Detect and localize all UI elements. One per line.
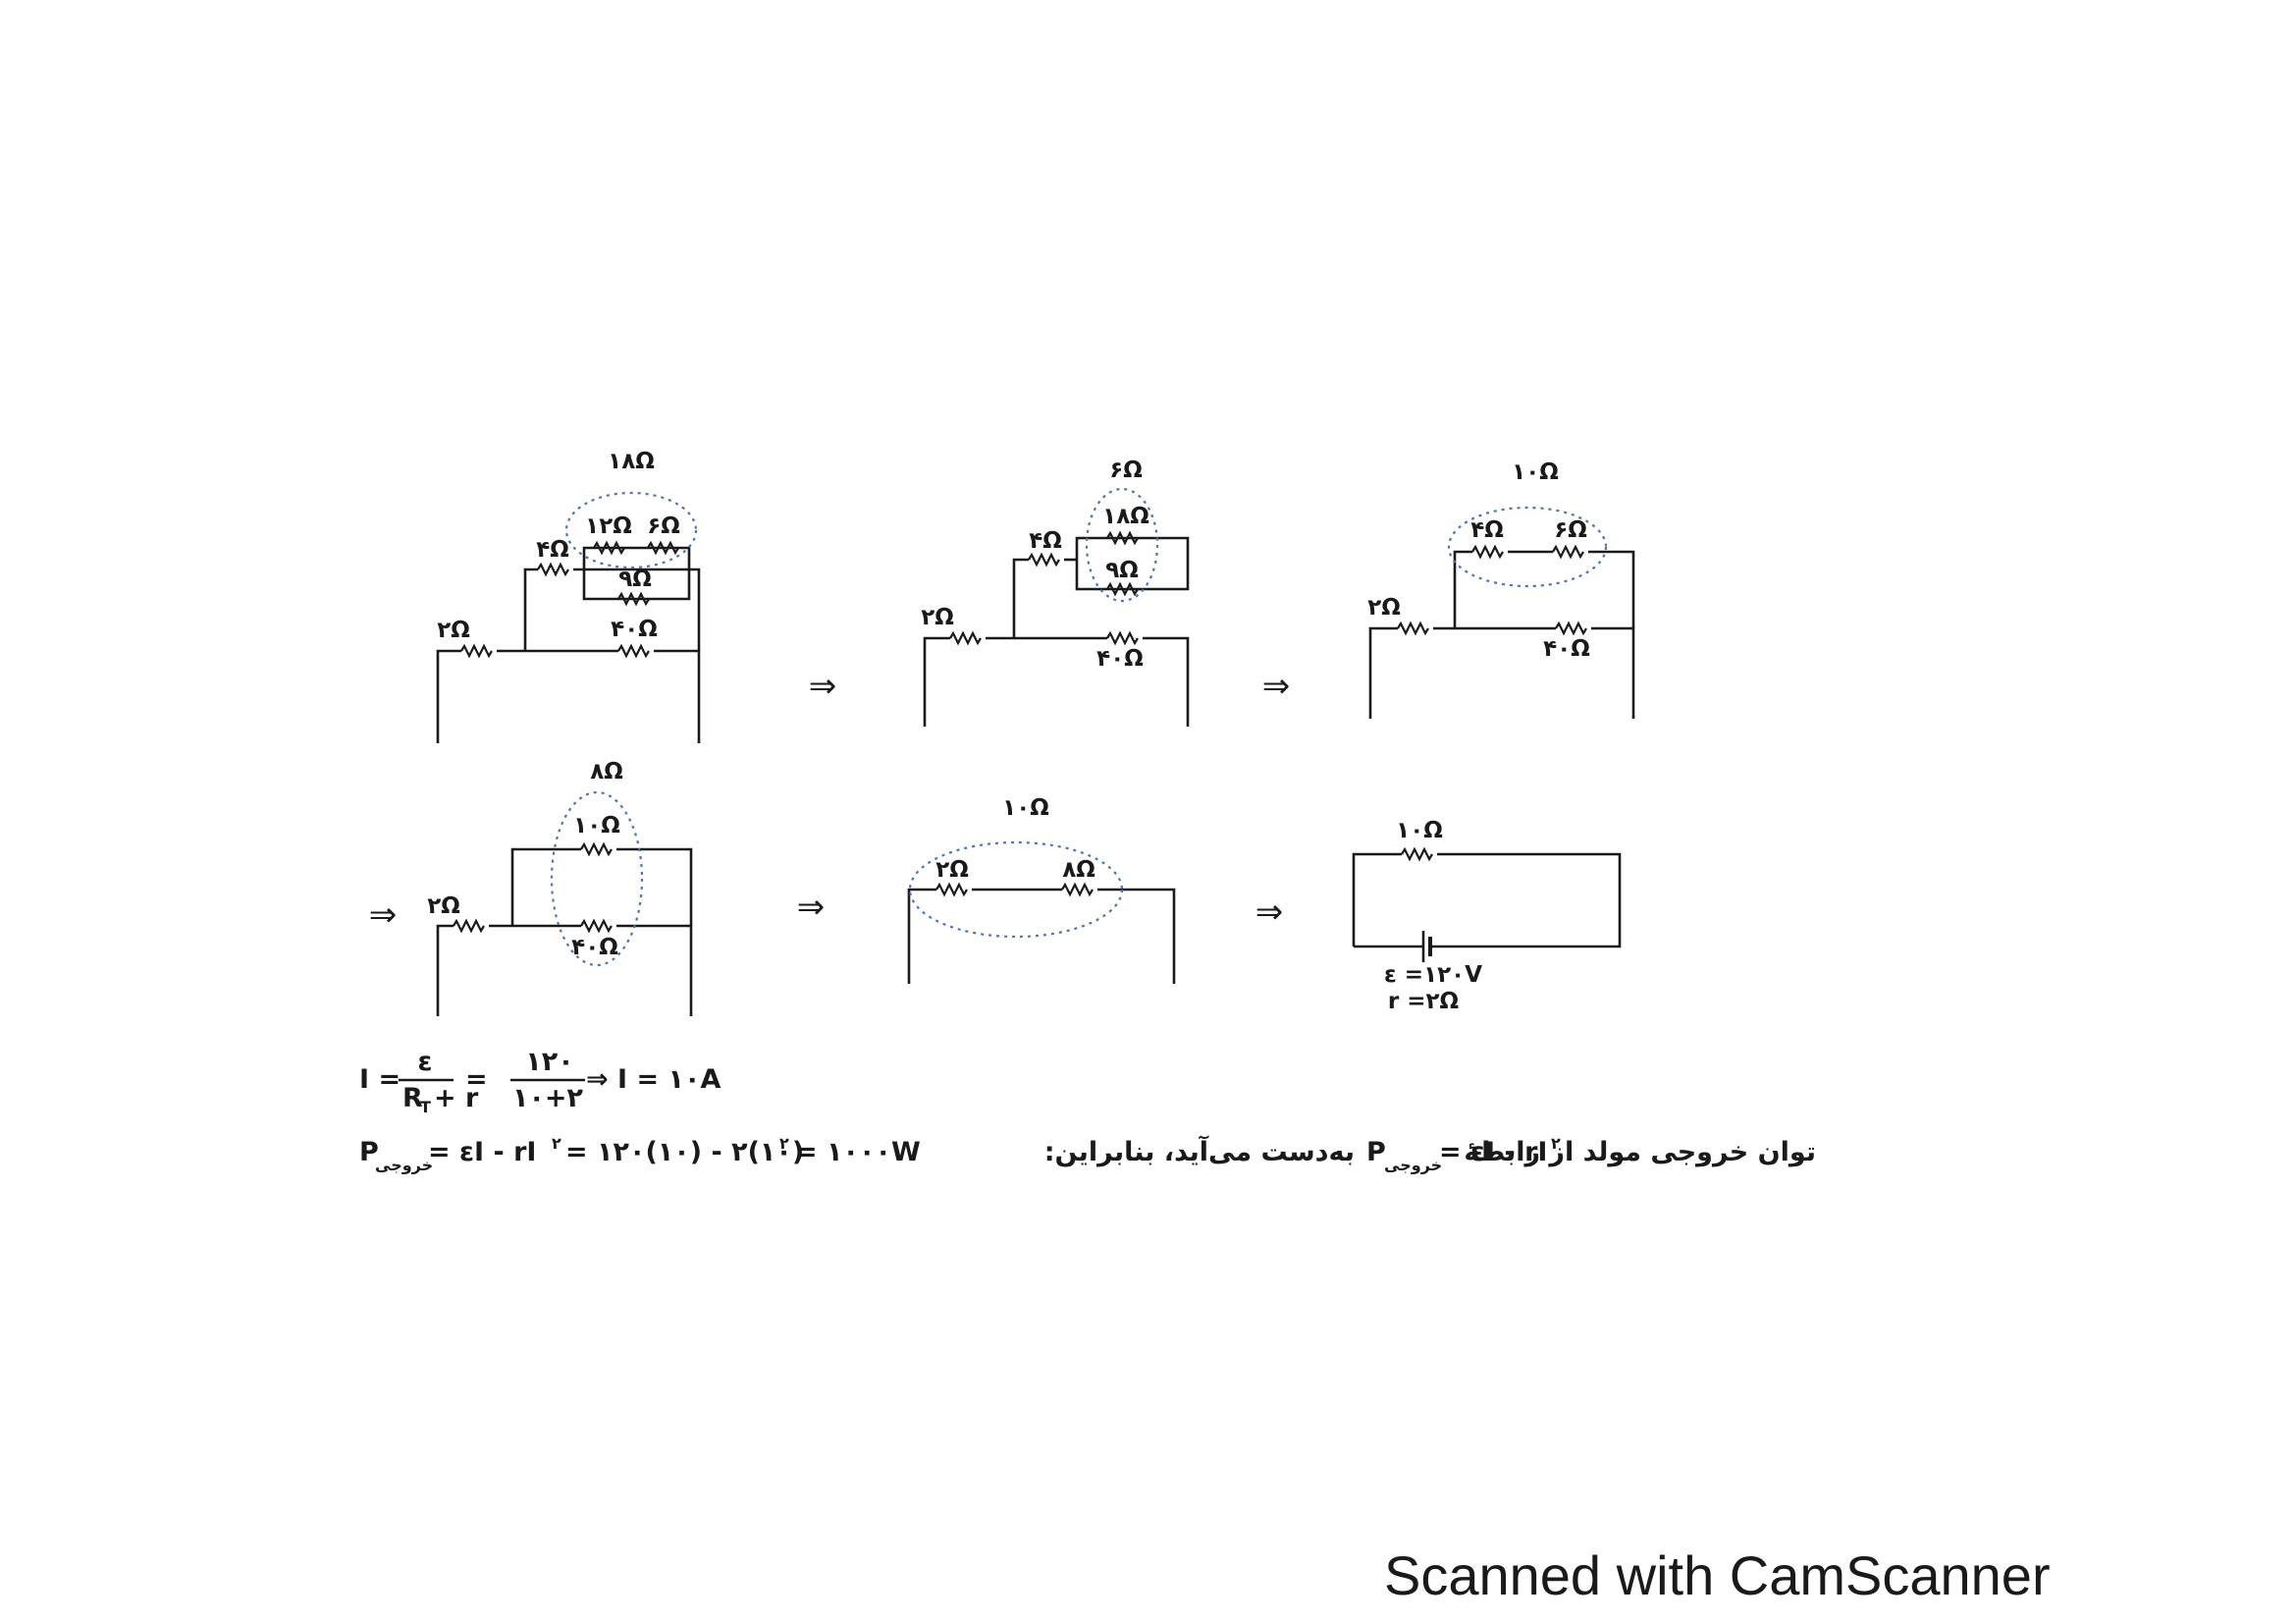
explanation-formula: = εI - rI xyxy=(1439,1137,1547,1167)
power-sup: ۲ xyxy=(552,1134,561,1153)
label-18-ohm: ۱۸Ω xyxy=(1102,504,1149,529)
resistor-6-ohm xyxy=(646,541,680,555)
label-4-ohm: ۴Ω xyxy=(536,537,569,563)
label-18-ohm: ۱۸Ω xyxy=(608,449,655,474)
current-equals: = xyxy=(465,1064,488,1095)
power-formula: = εI - rI xyxy=(428,1137,536,1167)
label-8-ohm: ۸Ω xyxy=(590,759,623,784)
circuit-5: ۱۰Ω ۲Ω ۸Ω xyxy=(907,795,1176,984)
arrow-2: ⇒ xyxy=(1262,667,1291,706)
current-lhs: I = xyxy=(359,1064,400,1095)
power-equation: P خروجی = εI - rI ۲ = ۱۲۰(۱۰) - ۲(۱۰) ۲ … xyxy=(359,1134,921,1174)
resistor-10-ohm xyxy=(1400,847,1434,861)
label-emf: ε =۱۲۰V xyxy=(1384,962,1482,988)
resistor-40-ohm xyxy=(616,644,651,658)
resistor-4-ohm xyxy=(1470,545,1505,559)
resistor-6-ohm xyxy=(1551,545,1585,559)
label-10-ohm: ۱۰Ω xyxy=(1002,795,1049,821)
group-ellipse xyxy=(1085,487,1159,603)
explanation-text-1: توان خروجی مولد از رابطهٔ xyxy=(1464,1137,1816,1167)
label-6-ohm: ۶Ω xyxy=(647,514,680,539)
power-result: = ۱۰۰۰W xyxy=(795,1137,921,1167)
group-ellipse xyxy=(1447,506,1608,588)
explanation-text-2: به‌دست می‌آید، بنابراین: xyxy=(1044,1135,1355,1167)
resistor-9-ohm xyxy=(1105,582,1140,596)
camscanner-watermark: Scanned with CamScanner xyxy=(1384,1544,2051,1606)
circuit-3: ۱۰Ω ۴Ω ۶Ω ۲Ω ۴۰Ω xyxy=(1367,460,1635,719)
resistor-9-ohm xyxy=(616,592,651,606)
group-ellipse xyxy=(564,491,698,569)
resistor-2-ohm xyxy=(934,883,969,896)
resistor-40-ohm xyxy=(579,919,614,933)
circuit-2: ۶Ω ۱۸Ω ۴Ω ۹Ω ۲Ω ۴۰Ω xyxy=(921,458,1190,727)
explanation-line: توان خروجی مولد از رابطهٔ ۲ = εI - rI خر… xyxy=(1044,1134,1816,1174)
current-denominator: R xyxy=(402,1083,423,1113)
label-2-ohm: ۲Ω xyxy=(935,857,969,883)
arrow-3: ⇒ xyxy=(369,895,398,935)
resistor-40-ohm xyxy=(1105,631,1140,645)
label-8-ohm: ۸Ω xyxy=(1062,857,1095,883)
label-40-ohm: ۴۰Ω xyxy=(1543,636,1590,662)
label-4-ohm: ۴Ω xyxy=(1470,517,1504,543)
label-6-ohm: ۶Ω xyxy=(1554,517,1587,543)
arrow-5: ⇒ xyxy=(1255,893,1284,932)
circuit-6: ۱۰Ω ε =۱۲۰V r =۲Ω xyxy=(1352,818,1622,1014)
resistor-4-ohm xyxy=(536,563,570,576)
power-p: P xyxy=(359,1137,379,1167)
group-ellipse xyxy=(908,840,1124,939)
circuit-1: ۱۸Ω ۱۲Ω ۶Ω ۴Ω ۹Ω ۲Ω ۴۰Ω xyxy=(436,449,701,743)
label-2-ohm: ۲Ω xyxy=(427,893,460,919)
resistor-4-ohm xyxy=(1027,553,1061,567)
resistor-40-ohm xyxy=(1554,622,1588,635)
resistor-18-ohm xyxy=(1105,531,1140,545)
resistor-8-ohm xyxy=(1060,883,1095,896)
label-10-ohm: ۱۰Ω xyxy=(1512,460,1559,485)
current-denominator-2: ۱۰+۲ xyxy=(512,1083,584,1113)
label-internal-resistance: r =۲Ω xyxy=(1388,989,1459,1014)
label-10-ohm: ۱۰Ω xyxy=(1396,818,1443,843)
label-40-ohm: ۴۰Ω xyxy=(1096,646,1144,672)
power-sub: خروجی xyxy=(375,1156,433,1174)
resistor-2-ohm xyxy=(948,631,983,645)
label-12-ohm: ۱۲Ω xyxy=(585,514,632,539)
explanation-p: P xyxy=(1366,1137,1386,1167)
resistor-10-ohm xyxy=(579,842,614,856)
resistor-2-ohm xyxy=(452,919,486,933)
label-6-ohm: ۶Ω xyxy=(1109,458,1143,483)
current-numerator: ε xyxy=(417,1047,432,1077)
arrow-4: ⇒ xyxy=(797,888,826,927)
power-calc: = ۱۲۰(۱۰) - ۲(۱۰) xyxy=(565,1137,804,1167)
label-4-ohm: ۴Ω xyxy=(1029,528,1062,554)
label-2-ohm: ۲Ω xyxy=(921,605,954,630)
current-result: ⇒ I = ۱۰A xyxy=(586,1064,721,1095)
resistor-12-ohm xyxy=(592,541,626,555)
current-denominator-tail: + r xyxy=(434,1083,479,1113)
explanation-sub: خروجی xyxy=(1384,1156,1442,1174)
resistor-2-ohm xyxy=(1396,622,1430,635)
current-equation: I = ε R T + r = ۱۲۰ ۱۰+۲ ⇒ I = ۱۰A xyxy=(359,1047,721,1116)
group-ellipse xyxy=(550,790,644,967)
arrow-1: ⇒ xyxy=(809,667,837,706)
circuit-4: ۸Ω ۱۰Ω ۲Ω ۴۰Ω xyxy=(427,759,693,1016)
label-2-ohm: ۲Ω xyxy=(437,618,470,643)
label-9-ohm: ۹Ω xyxy=(1105,558,1139,583)
power-sup-2: ۲ xyxy=(779,1134,789,1153)
resistor-2-ohm xyxy=(459,644,494,658)
label-2-ohm: ۲Ω xyxy=(1367,595,1401,621)
label-40-ohm: ۴۰Ω xyxy=(611,617,658,642)
label-9-ohm: ۹Ω xyxy=(618,567,652,592)
explanation-sup: ۲ xyxy=(1551,1134,1561,1153)
current-denominator-sub: T xyxy=(420,1098,431,1116)
label-40-ohm: ۴۰Ω xyxy=(571,935,618,960)
current-numerator-2: ۱۲۰ xyxy=(525,1047,573,1077)
label-10-ohm: ۱۰Ω xyxy=(573,813,620,839)
